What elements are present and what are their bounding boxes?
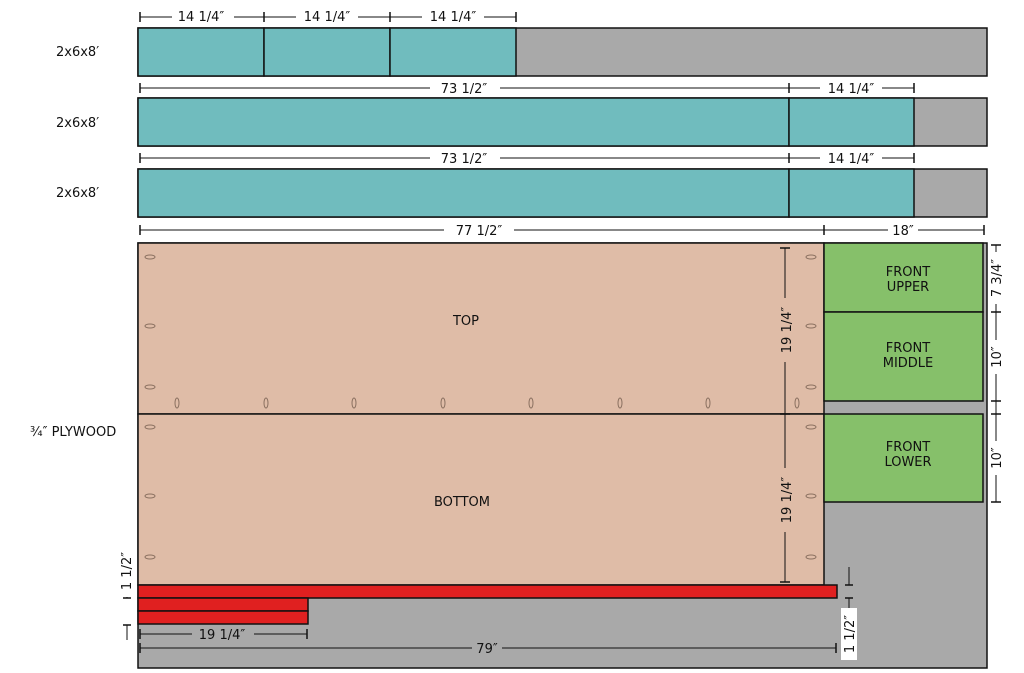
front-upper-height-dim: 7 3/4″ xyxy=(990,259,1005,297)
board-3-dim-lines xyxy=(139,153,915,163)
board-3-cut-2-dim: 14 1/4″ xyxy=(828,152,875,167)
board-3-cut-1 xyxy=(137,168,790,218)
bottom-screw-holes xyxy=(144,424,817,560)
front-lower-label-line1: FRONT xyxy=(886,440,930,455)
front-lower-label-line2: LOWER xyxy=(884,455,931,470)
long-strip xyxy=(137,584,838,599)
front-middle-part xyxy=(823,311,984,402)
board-1-cut-2 xyxy=(263,27,391,77)
top-part-label: TOP xyxy=(452,314,479,329)
bottom-part-label: BOTTOM xyxy=(434,495,490,510)
plywood-label: ¾″ PLYWOOD xyxy=(30,425,116,440)
plywood-width-dim: 77 1/2″ xyxy=(456,224,503,239)
front-middle-label-line1: FRONT xyxy=(886,341,930,356)
right-strip-width-dim: 1 1/2″ xyxy=(843,615,858,653)
board-3-cut-1-dim: 73 1/2″ xyxy=(441,152,488,167)
front-middle-height-dim: 10″ xyxy=(990,346,1005,368)
top-part xyxy=(137,242,825,415)
top-screw-holes xyxy=(144,254,817,409)
front-upper-label-line2: UPPER xyxy=(887,280,929,295)
short-strip-length-dim: 19 1/4″ xyxy=(199,628,246,643)
front-width-dim: 18″ xyxy=(892,224,914,239)
board-1-label: 2x6x8′ xyxy=(56,45,99,60)
board-2-dim-lines xyxy=(139,83,915,93)
front-middle-label-line2: MIDDLE xyxy=(883,356,934,371)
top-height-dim: 19 1/4″ xyxy=(780,307,795,354)
board-2-cut-2 xyxy=(788,97,915,147)
board-3-cut-2 xyxy=(788,168,915,218)
board-1-cut-1-dim: 14 1/4″ xyxy=(178,10,225,25)
board-1-cut-3-dim: 14 1/4″ xyxy=(430,10,477,25)
board-2-label: 2x6x8′ xyxy=(56,116,99,131)
board-3-label: 2x6x8′ xyxy=(56,186,99,201)
short-strip-2 xyxy=(137,610,309,625)
bottom-height-dim: 19 1/4″ xyxy=(780,477,795,524)
front-lower-height-dim: 10″ xyxy=(990,447,1005,469)
board-2-cut-1-dim: 73 1/2″ xyxy=(441,82,488,97)
short-strip-1 xyxy=(137,597,309,612)
plywood-width-dim-lines xyxy=(139,225,985,235)
left-strip-width-dim: 1 1/2″ xyxy=(120,552,135,590)
long-strip-length-dim: 79″ xyxy=(476,642,498,657)
board-1-cut-2-dim: 14 1/4″ xyxy=(304,10,351,25)
bottom-part xyxy=(137,413,825,586)
front-upper-label-line1: FRONT xyxy=(886,265,930,280)
board-2-cut-1 xyxy=(137,97,790,147)
front-lower-part xyxy=(823,413,984,503)
board-2-cut-2-dim: 14 1/4″ xyxy=(828,82,875,97)
board-1-cut-3 xyxy=(389,27,517,77)
board-1-cut-1 xyxy=(137,27,265,77)
